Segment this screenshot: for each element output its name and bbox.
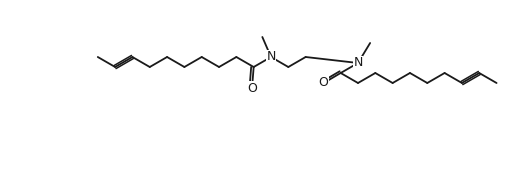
Text: N: N — [354, 57, 362, 69]
Text: O: O — [319, 76, 328, 90]
Text: O: O — [247, 81, 257, 95]
Text: N: N — [266, 51, 276, 63]
